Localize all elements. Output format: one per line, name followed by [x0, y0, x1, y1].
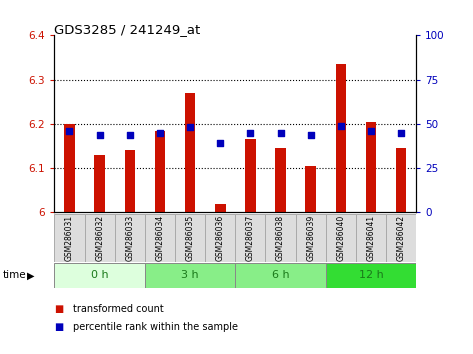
Bar	[296, 214, 326, 262]
Bar	[94, 155, 105, 212]
Point	[66, 128, 73, 134]
Text: percentile rank within the sample: percentile rank within the sample	[73, 322, 238, 332]
Text: GSM286033: GSM286033	[125, 215, 134, 261]
Point	[126, 132, 133, 137]
Text: GSM286032: GSM286032	[95, 215, 104, 261]
Bar	[306, 166, 316, 212]
Bar	[396, 148, 406, 212]
Text: ■: ■	[54, 304, 64, 314]
Text: GSM286037: GSM286037	[246, 215, 255, 261]
Text: 6 h: 6 h	[272, 270, 289, 280]
Bar	[386, 214, 416, 262]
Text: GSM286035: GSM286035	[185, 215, 194, 261]
Bar	[215, 204, 226, 212]
Text: 3 h: 3 h	[181, 270, 199, 280]
Bar	[275, 148, 286, 212]
Bar	[175, 214, 205, 262]
Text: 0 h: 0 h	[91, 270, 108, 280]
Bar	[54, 263, 145, 288]
Bar	[245, 139, 256, 212]
Point	[186, 125, 194, 130]
Point	[397, 130, 405, 136]
Bar	[326, 214, 356, 262]
Text: 12 h: 12 h	[359, 270, 384, 280]
Point	[307, 132, 315, 137]
Bar	[235, 263, 326, 288]
Point	[217, 141, 224, 146]
Text: GSM286034: GSM286034	[156, 215, 165, 261]
Text: transformed count: transformed count	[73, 304, 164, 314]
Bar	[265, 214, 296, 262]
Text: ■: ■	[54, 322, 64, 332]
Point	[96, 132, 104, 137]
Bar	[356, 214, 386, 262]
Point	[246, 130, 254, 136]
Bar	[366, 122, 377, 212]
Text: GSM286042: GSM286042	[397, 215, 406, 261]
Point	[277, 130, 284, 136]
Bar	[85, 214, 114, 262]
Bar	[124, 150, 135, 212]
Text: GDS3285 / 241249_at: GDS3285 / 241249_at	[54, 23, 201, 36]
Text: GSM286039: GSM286039	[306, 215, 315, 261]
Bar	[155, 131, 165, 212]
Text: GSM286040: GSM286040	[336, 215, 345, 261]
Text: GSM286036: GSM286036	[216, 215, 225, 261]
Point	[337, 123, 345, 129]
Text: time: time	[2, 270, 26, 280]
Bar	[145, 263, 235, 288]
Text: ▶: ▶	[27, 270, 35, 280]
Text: GSM286038: GSM286038	[276, 215, 285, 261]
Bar	[185, 93, 195, 212]
Bar	[235, 214, 265, 262]
Bar	[64, 124, 75, 212]
Point	[156, 130, 164, 136]
Bar	[54, 214, 85, 262]
Bar	[145, 214, 175, 262]
Bar	[326, 263, 416, 288]
Bar	[205, 214, 235, 262]
Text: GSM286031: GSM286031	[65, 215, 74, 261]
Bar	[335, 64, 346, 212]
Point	[367, 128, 375, 134]
Text: GSM286041: GSM286041	[367, 215, 376, 261]
Bar	[114, 214, 145, 262]
